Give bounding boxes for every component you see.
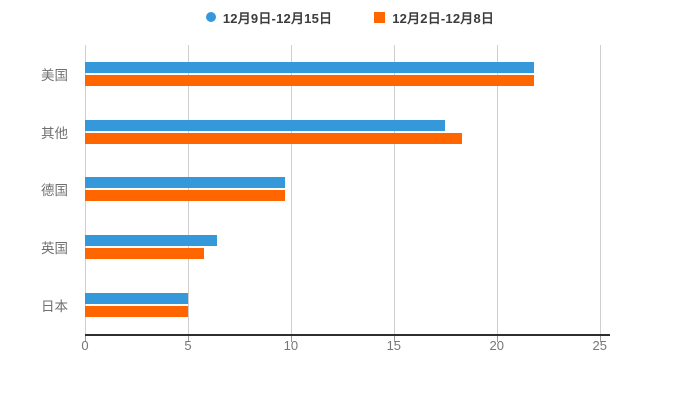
legend-item-0[interactable]: 12月9日-12月15日: [205, 8, 333, 27]
x-tick-label-10: 10: [283, 338, 299, 353]
category-labels: 美国其他德国英国日本: [0, 45, 77, 334]
category-label-0: 美国: [41, 67, 68, 83]
bar-series0-cat2: [85, 177, 285, 189]
x-axis-tick-25: [599, 336, 601, 342]
bar-series0-cat1: [85, 119, 446, 131]
y-axis-line: [85, 45, 86, 334]
category-label-1: 其他: [41, 125, 68, 141]
bar-row-3: [85, 218, 610, 276]
legend-marker-square-icon: [374, 11, 386, 23]
x-axis-tick-15: [393, 336, 395, 342]
legend: 12月9日-12月15日 12月2日-12月8日: [0, 6, 700, 28]
gridline-20: [496, 45, 498, 334]
x-axis-tick-5: [187, 336, 189, 342]
x-tick-label-5: 5: [184, 338, 192, 353]
legend-label: 12月9日-12月15日: [222, 10, 333, 26]
bar-row-0: [85, 45, 610, 103]
bar-series1-cat0: [85, 74, 534, 86]
legend-label: 12月2日-12月8日: [392, 10, 495, 26]
bar-series1-cat3: [85, 248, 205, 260]
x-axis-tick-20: [496, 336, 498, 342]
x-tick-label-0: 0: [81, 338, 89, 353]
legend-marker-circle-icon: [205, 12, 216, 22]
x-tick-label-25: 25: [592, 338, 607, 353]
category-label-3: 英国: [41, 241, 68, 257]
bar-series1-cat2: [85, 190, 285, 202]
bar-rows: [85, 45, 610, 334]
bar-row-4: [85, 276, 610, 334]
bar-series1-cat4: [85, 306, 188, 318]
category-label-4: 日本: [41, 299, 68, 315]
gridline-5: [187, 45, 189, 334]
bar-series0-cat0: [85, 61, 534, 73]
bar-series1-cat1: [85, 132, 462, 144]
plot-area: [85, 45, 610, 336]
gridline-15: [393, 45, 395, 334]
gridline-25: [599, 45, 601, 334]
category-label-2: 德国: [41, 183, 68, 199]
bar-series0-cat4: [85, 293, 188, 305]
gridline-10: [290, 45, 292, 334]
bar-series0-cat3: [85, 235, 217, 247]
x-tick-label-15: 15: [386, 338, 402, 353]
bar-row-1: [85, 103, 610, 161]
bar-row-2: [85, 161, 610, 219]
legend-item-1[interactable]: 12月2日-12月8日: [374, 8, 494, 27]
x-axis-tick-10: [290, 336, 292, 342]
x-axis-tick-0: [85, 336, 86, 342]
x-tick-label-20: 20: [489, 338, 504, 353]
